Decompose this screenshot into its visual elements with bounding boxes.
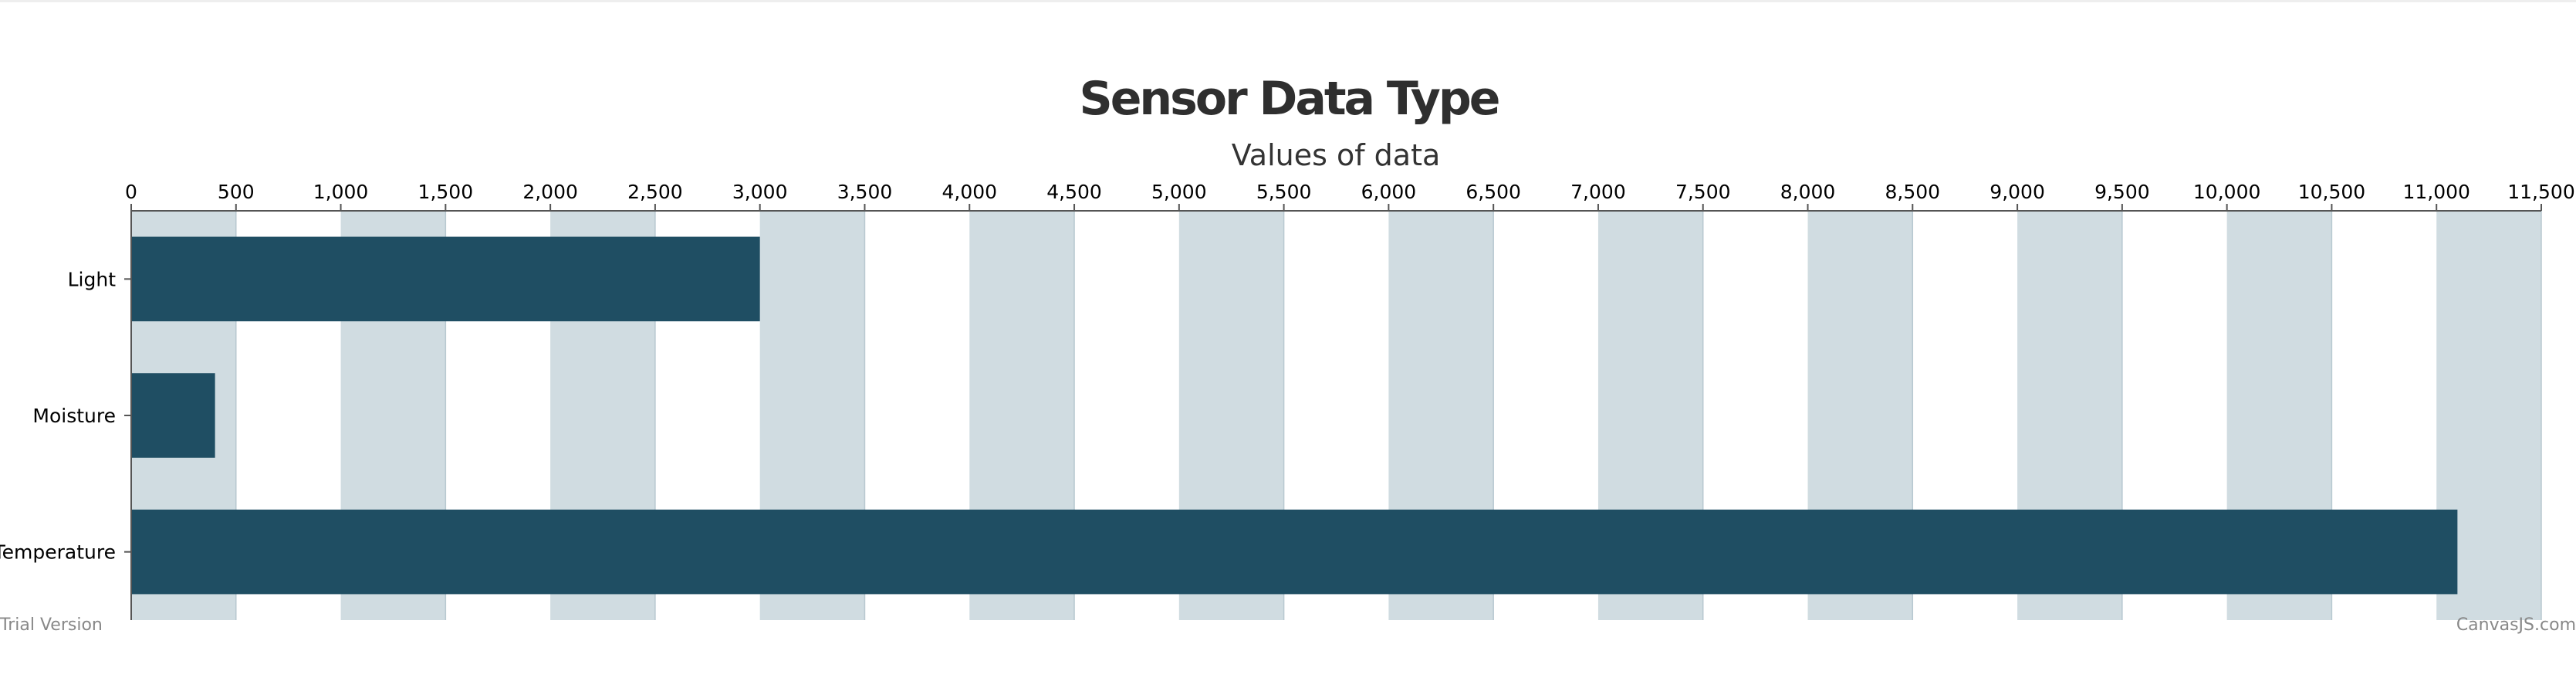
x-tick-label: 9,500 — [2094, 181, 2150, 203]
bar-moisture — [131, 373, 215, 458]
y-category-label: Light — [68, 268, 117, 290]
x-tick-label: 11,000 — [2402, 181, 2470, 203]
top-divider — [0, 0, 2576, 2]
x-tick-label: 7,000 — [1570, 181, 1626, 203]
x-tick-label: 2,500 — [627, 181, 683, 203]
x-tick-label: 500 — [218, 181, 255, 203]
y-category-label: Temperature — [0, 541, 116, 564]
x-tick-label: 10,500 — [2298, 181, 2365, 203]
x-tick-label: 4,000 — [941, 181, 997, 203]
x-tick-label: 7,500 — [1675, 181, 1731, 203]
x-tick-label: 5,500 — [1256, 181, 1312, 203]
x-tick-label: 8,500 — [1885, 181, 1941, 203]
x-tick-label: 6,500 — [1465, 181, 1521, 203]
x-tick-label: 8,000 — [1780, 181, 1836, 203]
x-tick-label: 3,500 — [837, 181, 893, 203]
x-axis-title: Values of data — [1232, 138, 1441, 172]
x-tick-label: 0 — [125, 181, 137, 203]
x-tick-label: 10,000 — [2193, 181, 2260, 203]
bar-temperature — [131, 509, 2458, 595]
x-tick-label: 1,000 — [313, 181, 369, 203]
bar-light — [131, 236, 760, 322]
category-labels: Light Moisture Temperature — [0, 268, 131, 564]
x-axis-ticks: 0 500 1,000 1,500 2,000 2,500 3,000 3,500 4,000 4… — [125, 181, 2575, 211]
x-tick-label: 9,000 — [1989, 181, 2045, 203]
x-tick-label: 1,500 — [418, 181, 474, 203]
x-tick-label: 11,500 — [2507, 181, 2574, 203]
y-category-label: Moisture — [32, 405, 116, 427]
bar-series — [131, 236, 2458, 595]
x-tick-label: 2,000 — [522, 181, 578, 203]
x-tick-label: 4,500 — [1046, 181, 1102, 203]
trial-version-credit: Trial Version — [0, 615, 103, 635]
chart-title: Sensor Data Type — [1080, 72, 1499, 126]
x-tick-label: 5,000 — [1151, 181, 1207, 203]
canvasjs-credit: CanvasJS.com — [2456, 615, 2576, 635]
x-tick-label: 6,000 — [1361, 181, 1417, 203]
x-tick-label: 3,000 — [732, 181, 788, 203]
